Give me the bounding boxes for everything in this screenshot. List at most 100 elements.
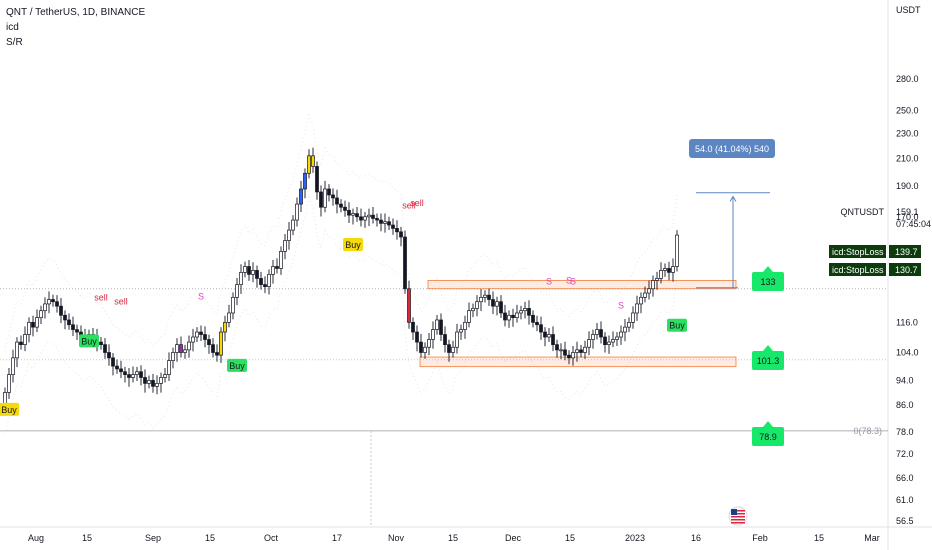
candle-body xyxy=(555,344,559,351)
price-tick-label: 190.0 xyxy=(896,181,919,191)
candle-body xyxy=(647,288,651,294)
candle-body xyxy=(143,377,147,384)
candle-body xyxy=(483,294,487,298)
buy-signal-badge xyxy=(667,318,687,332)
stoploss-value: 139.7 xyxy=(895,247,918,257)
candle-body xyxy=(527,308,531,316)
candle-body xyxy=(431,329,435,340)
s-marker: S xyxy=(566,276,572,286)
buy-signal-label: Buy xyxy=(1,405,17,415)
candle-body xyxy=(63,314,67,321)
candle-body xyxy=(655,278,659,281)
candle-body xyxy=(459,329,463,333)
stoploss-tag xyxy=(829,263,886,276)
candle-body xyxy=(443,334,447,346)
price-tick-label: 56.5 xyxy=(896,516,914,526)
buy-signal-label: Buy xyxy=(669,321,685,331)
s-marker: S xyxy=(546,277,552,287)
candle-body xyxy=(403,236,407,290)
candle-body xyxy=(195,331,199,338)
candle-body xyxy=(615,336,619,340)
time-tick-label: Oct xyxy=(264,533,279,543)
candle-body xyxy=(287,229,291,241)
candle-body xyxy=(271,266,275,275)
candle-body xyxy=(579,349,583,353)
flag-stripe xyxy=(731,519,745,521)
level-callout-box xyxy=(752,351,784,370)
candle-body xyxy=(407,288,411,323)
candle-body xyxy=(419,341,423,353)
candle-body xyxy=(399,231,403,238)
candle-body xyxy=(471,308,475,312)
level-callout: 133 xyxy=(752,266,784,291)
indicator-icd-label[interactable]: icd xyxy=(6,22,19,33)
candle-body xyxy=(99,341,103,346)
level-callout-pointer xyxy=(763,421,773,427)
candle-body xyxy=(435,319,439,330)
sell-signal-label: sell xyxy=(410,198,424,208)
time-tick-label: 15 xyxy=(814,533,824,543)
candle-body xyxy=(515,312,519,318)
candle-body xyxy=(59,305,63,316)
candle-body xyxy=(199,331,203,335)
candle-body xyxy=(139,371,143,378)
candle-body xyxy=(247,266,251,275)
candle-body xyxy=(567,354,571,359)
price-tick-label: 230.0 xyxy=(896,128,919,138)
stoploss-tag xyxy=(829,245,886,258)
buy-signal-label: Buy xyxy=(345,240,361,250)
stoploss-tag-label: icd:StopLoss 2 xyxy=(832,265,891,275)
symbol-price-label: QNTUSDT xyxy=(841,207,885,217)
candle-body xyxy=(215,352,219,356)
stoploss-value: 130.7 xyxy=(895,265,918,275)
buy-signal-label: Buy xyxy=(229,361,245,371)
symbol-title[interactable]: QNT / TetherUS, 1D, BINANCE xyxy=(6,7,146,18)
candle-body xyxy=(115,365,119,370)
us-flag-icon[interactable] xyxy=(728,506,748,526)
candle-body xyxy=(603,336,607,346)
candle-body xyxy=(451,346,455,353)
candle-body xyxy=(379,219,383,224)
time-tick-label: Sep xyxy=(145,533,161,543)
time-tick-label: Dec xyxy=(505,533,522,543)
candle-body xyxy=(219,331,223,356)
candle-body xyxy=(267,274,271,288)
indicator-sr-label[interactable]: S/R xyxy=(6,37,23,48)
candle-body xyxy=(291,219,295,231)
upper-band xyxy=(4,113,678,352)
candle-body xyxy=(163,374,167,378)
candle-body xyxy=(11,357,15,375)
candle-body xyxy=(411,321,415,333)
price-tick-label: 66.0 xyxy=(896,473,914,483)
candle-body xyxy=(643,292,647,298)
candle-body xyxy=(547,334,551,338)
candle-body xyxy=(623,326,627,333)
price-tick-label: 170.0 xyxy=(896,212,919,222)
candle-body xyxy=(475,301,479,309)
candle-body xyxy=(439,319,443,335)
candle-body xyxy=(223,321,227,333)
price-tick-label: 210.0 xyxy=(896,153,919,163)
flag-stripe xyxy=(731,516,745,518)
candle-body xyxy=(283,240,287,252)
candle-body xyxy=(535,321,539,326)
price-axis[interactable]: USDT 280.0 250.0 230.0 210.0 190.0 170.0 116.0 1… xyxy=(829,5,931,526)
candle-body xyxy=(335,197,339,205)
candle-body xyxy=(495,301,499,307)
level-callout-pointer xyxy=(763,266,773,272)
price-tick-label: 72.0 xyxy=(896,449,914,459)
flag-stripe xyxy=(731,513,745,515)
price-tick-label: 104.0 xyxy=(896,348,919,358)
candle-body xyxy=(55,301,59,307)
candle-body xyxy=(191,336,195,343)
time-axis[interactable]: Aug 15 Sep 15 Oct 17 Nov 15 Dec 15 2023 16 Feb 15 Mar xyxy=(28,506,880,543)
candle-body xyxy=(179,344,183,353)
candle-body xyxy=(347,210,351,216)
candle-body xyxy=(151,380,155,387)
time-tick-label: 16 xyxy=(691,533,701,543)
candle-body xyxy=(311,155,315,167)
candle-body xyxy=(675,234,679,267)
candle-body xyxy=(167,360,171,375)
